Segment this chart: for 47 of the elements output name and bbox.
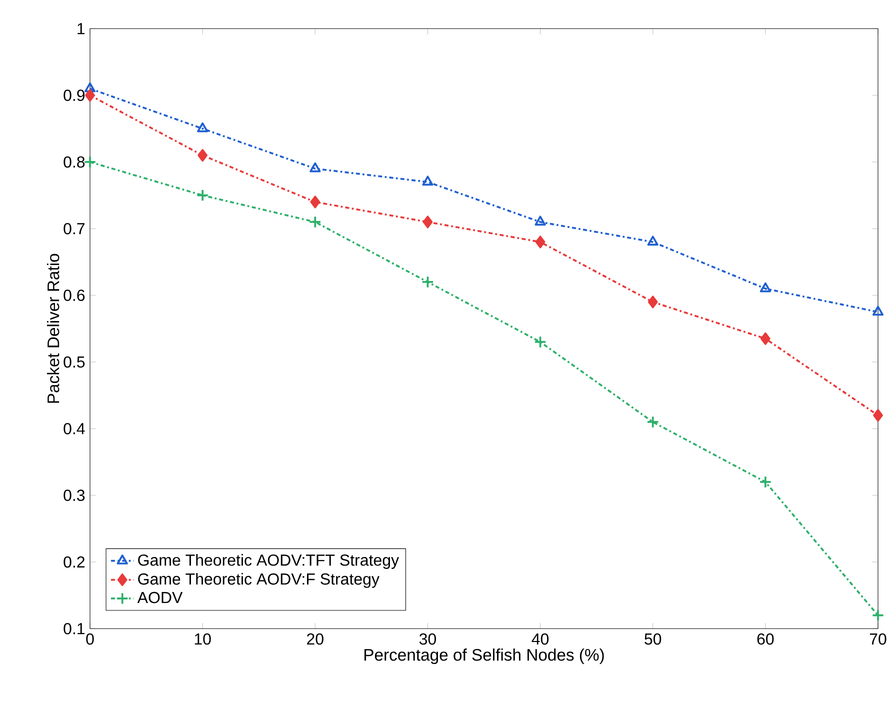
point bbox=[310, 162, 321, 172]
point bbox=[534, 336, 547, 348]
y-tick-label: 1 bbox=[78, 23, 85, 34]
y-tick-label: 0.7 bbox=[64, 223, 84, 234]
point bbox=[872, 609, 884, 622]
x-tick-label: 10 bbox=[194, 634, 211, 645]
y-tick-label: 0.5 bbox=[64, 356, 85, 368]
y-tick-label: 0.4 bbox=[64, 423, 85, 434]
point bbox=[84, 156, 96, 168]
point bbox=[647, 236, 658, 246]
point bbox=[197, 122, 208, 132]
point bbox=[85, 89, 95, 102]
x-tick-label: 50 bbox=[644, 634, 662, 645]
y-tick-label: 0.3 bbox=[64, 490, 85, 502]
legend-label: AODV bbox=[137, 592, 183, 604]
point bbox=[308, 216, 322, 228]
point bbox=[535, 236, 546, 248]
x-tick-label: 30 bbox=[419, 634, 436, 645]
point bbox=[198, 149, 208, 162]
legend-label: Game Theoretic AODV:F Strategy bbox=[138, 573, 380, 588]
x-tick-label: 60 bbox=[757, 634, 774, 645]
point bbox=[422, 216, 433, 228]
point bbox=[646, 416, 660, 428]
point bbox=[872, 306, 884, 316]
legend-label: Game Theoretic AODV:TFT Strategy bbox=[138, 554, 399, 570]
x-tick-label: 70 bbox=[870, 634, 886, 645]
point bbox=[421, 276, 434, 288]
x-axis-title: Percentage of Selfish Nodes (%) bbox=[364, 648, 604, 664]
y-tick-label: 0.9 bbox=[64, 90, 85, 102]
point bbox=[760, 282, 771, 292]
point bbox=[873, 409, 883, 422]
y-tick-label: 0.6 bbox=[64, 290, 85, 302]
y-tick-label: 0.8 bbox=[64, 156, 85, 168]
point bbox=[196, 189, 209, 202]
x-tick-label: 0 bbox=[86, 634, 94, 645]
point bbox=[648, 296, 658, 308]
point bbox=[759, 476, 772, 488]
point bbox=[422, 176, 434, 186]
x-tick-label: 40 bbox=[532, 634, 549, 645]
y-tick-label: 0.1 bbox=[64, 623, 85, 634]
point bbox=[760, 332, 770, 346]
y-axis-title: Packet Deliver Ratio bbox=[46, 254, 60, 403]
y-tick-label: 0.2 bbox=[64, 556, 84, 568]
point bbox=[534, 216, 546, 226]
x-tick-label: 20 bbox=[307, 634, 324, 645]
point bbox=[310, 196, 320, 208]
point bbox=[84, 82, 96, 92]
